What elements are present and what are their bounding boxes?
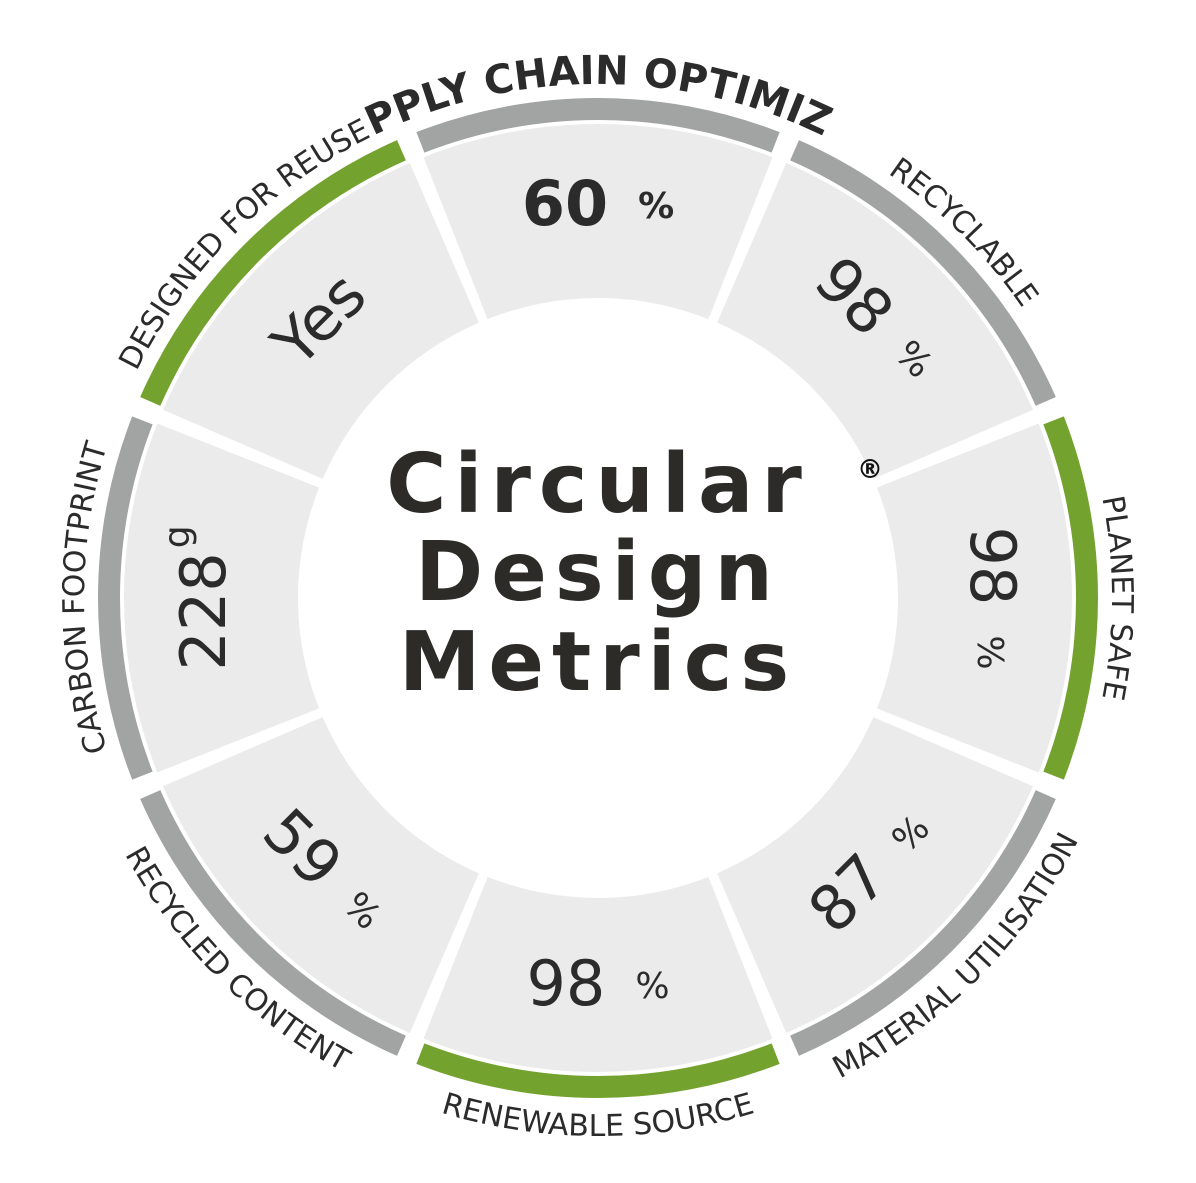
segment-band [140, 140, 406, 406]
segment-value-group: 60% [522, 167, 674, 240]
segment-unit: % [638, 186, 674, 227]
registered-mark: ® [857, 455, 883, 485]
segment [423, 876, 773, 1073]
segment-label: PLANET SAFE [1094, 493, 1139, 703]
segment-value: 60 [522, 167, 608, 240]
title-line: Circular [386, 437, 810, 532]
segment-band [416, 1043, 780, 1099]
title-line: Design [415, 525, 781, 620]
segment-band [1043, 416, 1099, 780]
segment-value: 98 [956, 526, 1029, 605]
segment-band [416, 97, 780, 153]
segment-value-group: 98% [956, 526, 1029, 669]
segment-band [790, 790, 1056, 1056]
segment-band [140, 790, 406, 1056]
segment [717, 717, 1034, 1034]
segment [123, 423, 320, 773]
segment-value: 98 [526, 947, 605, 1020]
title-line: Metrics [399, 615, 797, 710]
segment [876, 423, 1073, 773]
segment-unit: % [969, 635, 1010, 669]
segment-band [790, 140, 1056, 406]
segment [423, 124, 773, 320]
segment-value: 228 [167, 552, 240, 670]
segment-band [97, 416, 153, 780]
segment [162, 717, 479, 1034]
segment-label: PLANET SAFE [1094, 493, 1139, 703]
segment-unit: % [635, 966, 669, 1007]
segment-unit: g [157, 525, 198, 548]
center-disc [302, 302, 894, 894]
segment-value-group: 98% [526, 947, 669, 1020]
segment-value-group: 228 g [157, 525, 240, 670]
segment [162, 162, 479, 479]
segment [717, 162, 1034, 479]
